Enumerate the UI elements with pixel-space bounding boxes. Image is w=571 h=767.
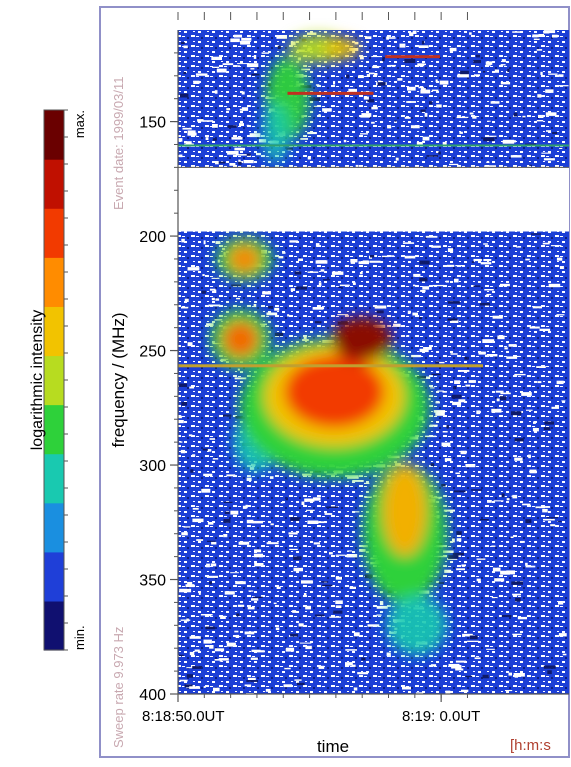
data-gap [178, 167, 569, 232]
sweep-rate-label: Sweep rate 9.973 Hz [111, 627, 126, 748]
colorbar-segment [44, 404, 64, 455]
colorbar-label: logarithmic intensity [29, 310, 46, 451]
x-axis-unit: [h:m:s [510, 737, 551, 754]
burst-layer [210, 34, 447, 656]
colorbar-segment [44, 600, 64, 651]
interference-lines [178, 55, 569, 368]
drift-tail-orange [382, 465, 427, 556]
band-upper-tail [261, 103, 290, 164]
colorbar-segment [44, 453, 64, 504]
colorbar-segment [44, 159, 64, 209]
main-burst-core [331, 317, 392, 362]
y-axis-ticks: 150 200 250 300 350 400 [139, 52, 178, 704]
y-tick-label: 150 [139, 115, 166, 132]
colorbar [43, 109, 68, 651]
y-tick-label: 400 [139, 687, 166, 704]
y-axis-title: frequency / (MHz) [109, 312, 128, 447]
y-tick-label: 300 [139, 458, 166, 475]
colorbar-segment [44, 306, 64, 357]
colorbar-segment [44, 551, 64, 602]
noise-upper [178, 30, 569, 168]
colorbar-segment [44, 355, 64, 406]
colorbar-segment [44, 502, 64, 553]
colorbar-max-label: max. [72, 110, 87, 138]
main-burst-red [284, 355, 385, 428]
blob-210-core [228, 244, 261, 273]
colorbar-min-label: min. [72, 625, 87, 650]
y-tick-label: 250 [139, 344, 166, 361]
band-upper-peak [324, 38, 361, 59]
colorbar-segment [44, 208, 64, 258]
event-date-label: Event date: 1999/03/11 [111, 77, 126, 210]
y-tick-label: 200 [139, 229, 166, 246]
colorbar-segment [44, 257, 64, 307]
colorbar-segment [44, 110, 64, 160]
x-axis-ticks: 8:18:50.0UT 8:19: 0.0UT [142, 12, 480, 725]
x-tick-label: 8:18:50.0UT [142, 708, 225, 725]
x-tick-label: 8:19: 0.0UT [402, 708, 480, 725]
blob-245-core [222, 321, 259, 358]
drift-tail-end [386, 595, 447, 656]
plot-area [178, 30, 569, 697]
y-tick-label: 350 [139, 573, 166, 590]
x-axis-title: time [317, 737, 349, 756]
